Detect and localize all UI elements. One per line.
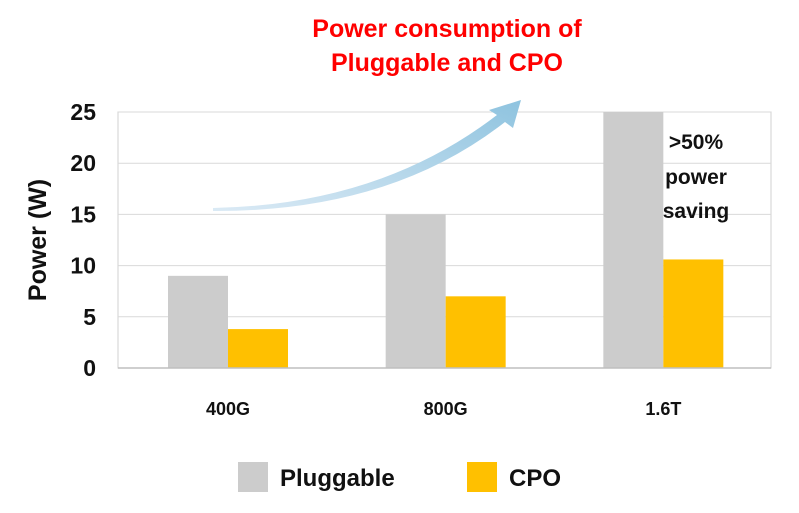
y-tick-label: 25	[70, 99, 96, 125]
chart-title-line-2: Pluggable and CPO	[331, 49, 563, 77]
bar-pluggable-400g	[168, 275, 228, 368]
y-axis-ticks: 0 5 10 15 20 25	[70, 99, 96, 381]
y-tick-label: 5	[83, 304, 96, 330]
bar-cpo-800g	[445, 296, 506, 368]
annotation-line-1: >50%	[669, 131, 724, 154]
annotation-line-3: saving	[663, 200, 730, 223]
legend-swatch-cpo	[467, 462, 497, 492]
y-axis-label: Power (W)	[24, 179, 52, 301]
legend-swatch-pluggable	[238, 462, 268, 492]
y-tick-label: 20	[70, 150, 96, 176]
annotation-line-2: power	[665, 166, 727, 189]
x-tick-label: 800G	[424, 399, 468, 419]
y-tick-label: 10	[70, 253, 96, 279]
x-tick-label: 400G	[206, 399, 250, 419]
bar-cpo-400g	[228, 329, 288, 368]
x-axis-ticks: 400G 800G 1.6T	[206, 399, 681, 419]
y-tick-label: 0	[83, 355, 96, 381]
chart-title-line-1: Power consumption of	[312, 15, 582, 43]
y-tick-label: 15	[70, 201, 96, 227]
legend-label-pluggable: Pluggable	[280, 465, 395, 492]
bar-pluggable-1-6t	[603, 112, 664, 368]
x-tick-label: 1.6T	[645, 399, 681, 419]
trend-arrow-layer	[213, 100, 521, 212]
legend-label-cpo: CPO	[509, 465, 561, 492]
bar-cpo-1-6t	[663, 259, 724, 368]
bars	[168, 112, 724, 368]
trend-arrow-icon	[213, 100, 521, 212]
bar-pluggable-800g	[385, 214, 446, 368]
